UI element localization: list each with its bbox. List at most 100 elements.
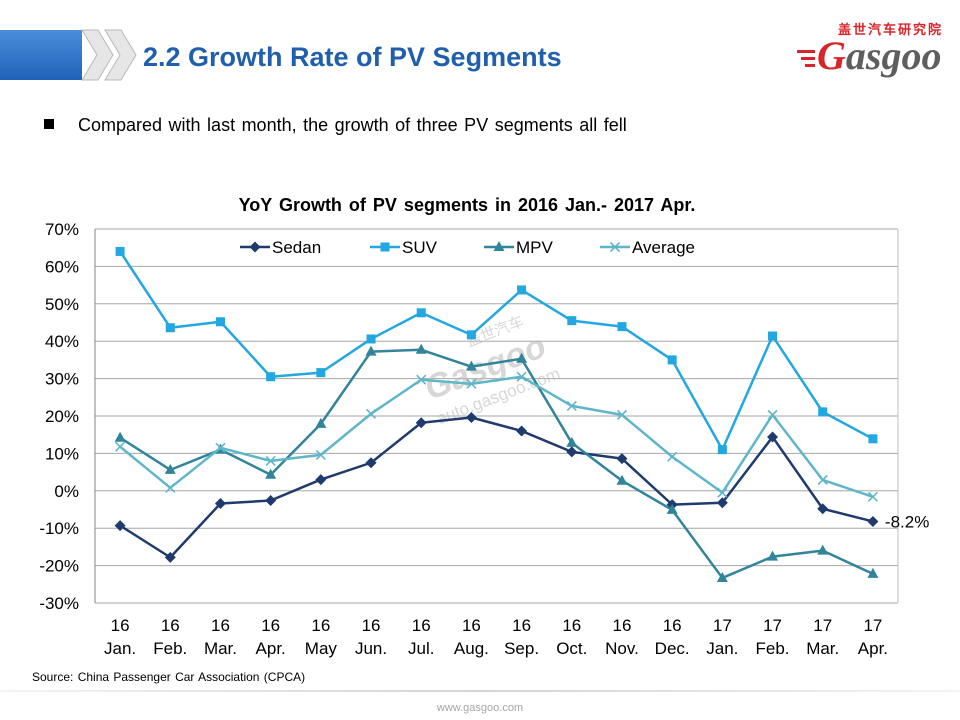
x-tick-month: Oct. <box>556 639 587 658</box>
page-title: 2.2 Growth Rate of PV Segments <box>143 42 562 72</box>
footer-url: www.gasgoo.com <box>436 702 524 714</box>
average-point <box>416 374 427 385</box>
average-point <box>717 487 728 498</box>
x-tick-year: 16 <box>311 616 330 635</box>
average-point <box>265 455 276 466</box>
suv-point <box>768 331 778 341</box>
data-labels: -8.2% <box>885 512 929 531</box>
logo-stripe <box>801 57 815 60</box>
series-average <box>115 371 878 502</box>
mpv-point <box>415 343 427 354</box>
x-tick-label: 16 Jun. <box>355 616 387 658</box>
suv-point <box>667 355 677 365</box>
sedan-point <box>867 515 879 527</box>
suv-point <box>316 368 326 378</box>
x-tick-year: 17 <box>763 616 782 635</box>
x-tick-month: Nov. <box>605 639 639 658</box>
x-tick-label: 17 Feb. <box>756 616 790 658</box>
average-point <box>516 371 527 382</box>
logo-cn-text: 盖世汽车研究院 <box>838 23 944 38</box>
y-tick-label: 60% <box>45 257 79 276</box>
mpv-point <box>265 468 277 479</box>
mpv-point <box>164 463 176 474</box>
data-label: -8.2% <box>885 512 929 531</box>
sedan-point <box>265 495 277 507</box>
series-sedan <box>114 411 879 563</box>
suv-point <box>868 434 878 444</box>
legend-label: MPV <box>516 238 554 257</box>
x-tick-year: 16 <box>211 616 230 635</box>
line-chart: YoY Growth of PV segments in 2016 Jan.- … <box>39 195 929 658</box>
source-note: Source: China Passenger Car Association … <box>32 670 306 684</box>
bullet-text: Compared with last month, the growth of … <box>78 115 627 135</box>
legend-label: SUV <box>402 238 438 257</box>
legend-marker <box>609 241 621 253</box>
footer-divider <box>0 690 960 692</box>
mpv-line <box>119 348 874 580</box>
y-tick-label: 0% <box>54 482 79 501</box>
average-point <box>616 409 628 420</box>
x-tick-month: Apr. <box>858 639 888 658</box>
x-tick-year: 16 <box>663 616 682 635</box>
x-tick-label: 16 Feb. <box>153 616 187 658</box>
mpv-point <box>867 567 879 578</box>
sedan-point <box>516 425 528 437</box>
sedan-point <box>365 457 377 469</box>
x-tick-month: Dec. <box>655 639 690 658</box>
chart-title: YoY Growth of PV segments in 2016 Jan.- … <box>239 195 696 215</box>
suv-point <box>366 334 376 344</box>
sedan-point <box>817 503 829 515</box>
x-tick-label: 16 Oct. <box>556 616 587 658</box>
legend-item-average: Average <box>600 238 695 257</box>
gridlines <box>95 228 898 604</box>
x-tick-year: 16 <box>261 616 280 635</box>
x-tick-label: 16 Apr. <box>256 616 286 658</box>
mpv-point <box>616 474 628 485</box>
y-tick-label: -30% <box>39 594 79 613</box>
mpv-point <box>365 345 377 356</box>
mpv-point <box>114 431 126 442</box>
series-group <box>114 246 879 582</box>
x-tick-label: 16 Jul. <box>408 616 434 658</box>
x-tick-year: 16 <box>462 616 481 635</box>
x-tick-year: 17 <box>813 616 832 635</box>
sedan-point <box>415 417 427 429</box>
suv-point <box>466 330 476 340</box>
y-tick-label: 10% <box>45 444 79 463</box>
x-tick-month: Mar. <box>204 639 237 658</box>
x-tick-year: 17 <box>713 616 732 635</box>
x-tick-year: 16 <box>412 616 431 635</box>
mpv-point <box>516 352 528 363</box>
average-point <box>667 451 678 462</box>
sedan-point <box>114 520 126 532</box>
x-tick-label: 16 Aug. <box>454 616 489 658</box>
x-tick-year: 17 <box>863 616 882 635</box>
average-point <box>215 442 226 453</box>
average-point <box>165 482 176 493</box>
x-tick-label: 16 Nov. <box>605 616 639 658</box>
x-tick-label: 16 Mar. <box>204 616 237 658</box>
legend-marker <box>249 241 261 253</box>
legend: Sedan SUV MPV Average <box>240 238 695 257</box>
logo-stripe <box>797 50 815 53</box>
x-tick-month: Feb. <box>756 639 790 658</box>
watermark: 盖世汽车 Gasgoo auto.gasgoo.com <box>419 313 562 428</box>
suv-point <box>115 246 125 256</box>
y-tick-label: 40% <box>45 332 79 351</box>
sedan-point <box>164 551 176 563</box>
gasgoo-logo: Gasgoo <box>817 33 942 78</box>
suv-point <box>266 372 276 382</box>
y-tick-label: -20% <box>39 557 79 576</box>
legend-item-suv: SUV <box>370 238 438 257</box>
x-tick-label: 16 Sep. <box>504 616 539 658</box>
average-point <box>817 474 828 486</box>
average-point <box>115 441 126 452</box>
mpv-point <box>315 417 327 428</box>
legend-label: Average <box>632 238 695 257</box>
legend-marker <box>493 241 505 251</box>
x-tick-month: Jun. <box>355 639 387 658</box>
suv-point <box>567 316 577 326</box>
mpv-point <box>566 436 578 447</box>
legend-item-mpv: MPV <box>484 238 554 257</box>
mpv-point <box>767 550 779 561</box>
